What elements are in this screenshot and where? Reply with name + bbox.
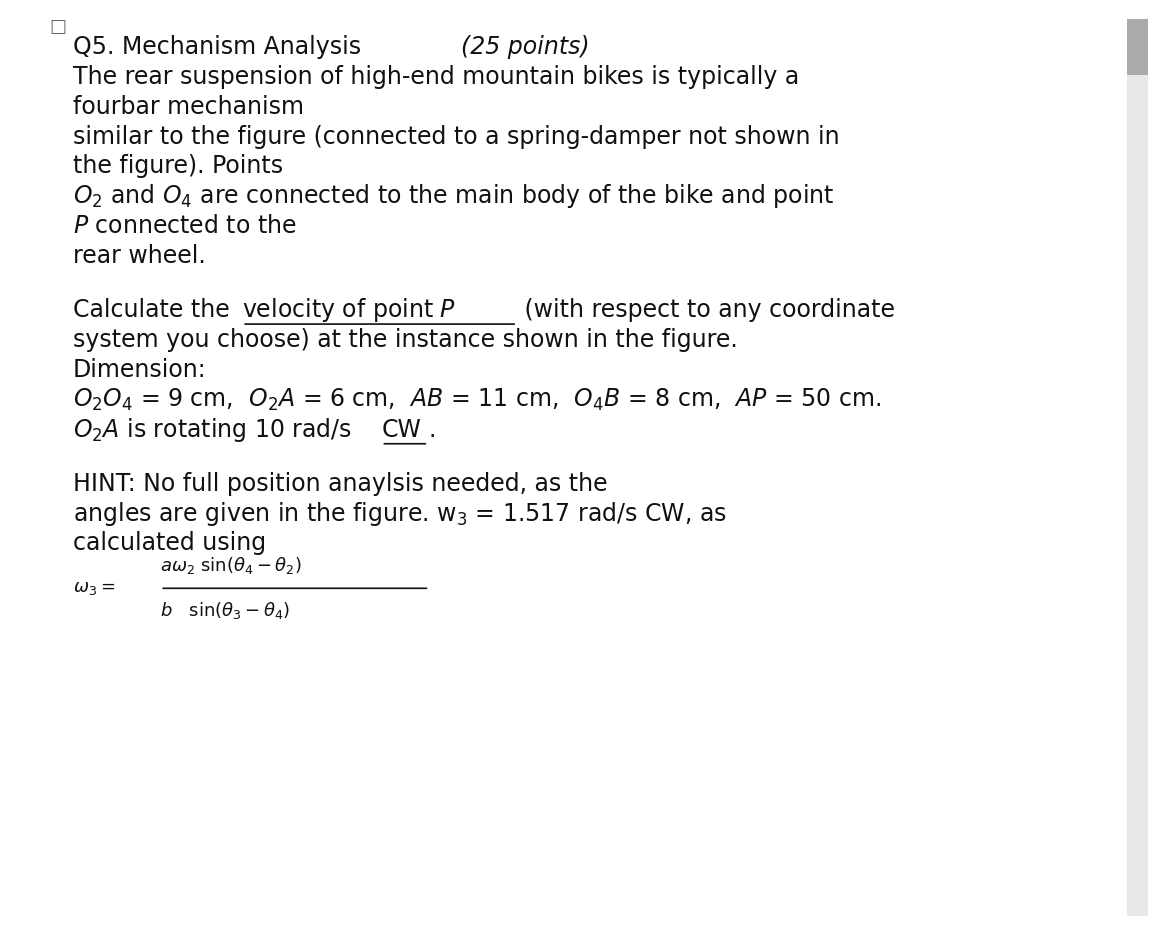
Text: HINT: No full position anaylsis needed, as the: HINT: No full position anaylsis needed, …	[73, 471, 607, 496]
Text: $\mathit{P}$ connected to the: $\mathit{P}$ connected to the	[73, 214, 296, 238]
Text: similar to the figure (connected to a spring-damper not shown in: similar to the figure (connected to a sp…	[73, 124, 839, 149]
Text: $\mathit{O}_2$ and $\mathit{O}_4$ are connected to the main body of the bike and: $\mathit{O}_2$ and $\mathit{O}_4$ are co…	[73, 182, 834, 210]
Text: □: □	[49, 18, 67, 36]
Text: $\mathit{O}_2\mathit{A}$ is rotating 10 rad/s: $\mathit{O}_2\mathit{A}$ is rotating 10 …	[73, 416, 352, 444]
Text: system you choose) at the instance shown in the figure.: system you choose) at the instance shown…	[73, 328, 737, 352]
FancyBboxPatch shape	[1127, 19, 1148, 916]
FancyBboxPatch shape	[1127, 19, 1148, 75]
Text: Calculate the: Calculate the	[73, 298, 236, 322]
Text: $b\quad \sin(\theta_3 - \theta_4)$: $b\quad \sin(\theta_3 - \theta_4)$	[160, 600, 290, 621]
Text: $a\omega_2\ \sin(\theta_4 - \theta_2)$: $a\omega_2\ \sin(\theta_4 - \theta_2)$	[160, 555, 302, 576]
Text: the figure). Points: the figure). Points	[73, 154, 283, 179]
Text: .: .	[428, 418, 435, 441]
Text: calculated using: calculated using	[73, 531, 266, 555]
Text: rear wheel.: rear wheel.	[73, 244, 205, 268]
Text: (25 points): (25 points)	[461, 35, 590, 59]
Text: (with respect to any coordinate: (with respect to any coordinate	[517, 298, 895, 322]
Text: Q5. Mechanism Analysis: Q5. Mechanism Analysis	[73, 35, 369, 59]
Text: $\omega_3 =$: $\omega_3 =$	[73, 580, 115, 597]
Text: angles are given in the figure. w$_3$ = 1.517 rad/s CW, as: angles are given in the figure. w$_3$ = …	[73, 499, 727, 527]
Text: CW: CW	[381, 418, 421, 441]
Text: velocity of point $\mathit{P}$: velocity of point $\mathit{P}$	[242, 296, 456, 324]
Text: fourbar mechanism: fourbar mechanism	[73, 94, 303, 119]
Text: The rear suspension of high-end mountain bikes is typically a: The rear suspension of high-end mountain…	[73, 65, 799, 89]
Text: $\mathit{O}_2\mathit{O}_4$ = 9 cm,  $\mathit{O}_2\mathit{A}$ = 6 cm,  $\mathit{A: $\mathit{O}_2\mathit{O}_4$ = 9 cm, $\mat…	[73, 387, 881, 413]
Text: Dimension:: Dimension:	[73, 358, 206, 381]
